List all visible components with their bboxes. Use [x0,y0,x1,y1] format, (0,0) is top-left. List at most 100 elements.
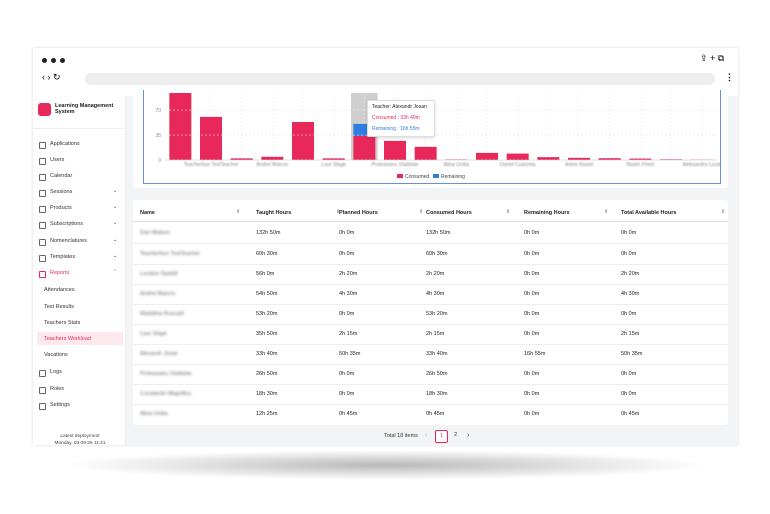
window-dot [42,58,47,63]
column-header[interactable]: Taught Hours [256,210,292,216]
submenu-item[interactable]: Teachers Workload [44,336,91,342]
legend-label: Remaining [441,174,465,180]
address-bar[interactable] [85,73,715,85]
row-line [133,284,728,285]
table-cell: 53h 20m [256,311,278,317]
menu-icon [39,403,46,410]
bar [169,93,192,160]
tooltip-remaining: Remaining : 16h 55m [372,126,420,132]
page-button[interactable]: 1 [435,430,448,443]
chevron: ⌄ [113,188,118,194]
table-cell: Teacherfour TestTeacher [140,251,201,257]
divider [33,128,125,129]
bar [660,159,682,160]
chevron: ⌄ [113,220,118,226]
x-tick-label: Teacherfour TestTeacher [184,162,239,168]
menu-item[interactable]: Roles [50,386,65,392]
sort-icon: ⇕ [506,209,511,215]
pagination-total: Total 18 items [384,433,418,439]
menu-item[interactable]: Settings [50,402,70,408]
table-cell: 2h 15m [426,331,445,337]
menu-icon [39,206,46,213]
menu-icon [39,158,46,165]
menu-item[interactable]: Applications [50,141,80,147]
column-header[interactable]: Planned Hours [339,210,378,216]
bar [506,153,529,160]
column-header[interactable]: Name [140,210,155,216]
y-tick-label: 0 [158,158,161,164]
menu-icon [39,387,46,394]
bar [261,156,284,160]
bar [353,135,376,160]
table-cell: 60h 30m [426,251,448,257]
sort-icon: ⇕ [604,209,609,215]
table-cell: 0h 0m [524,411,540,417]
sort-icon: ⇕ [236,209,241,215]
browser-actions[interactable]: ⇪ + ⧉ [700,53,725,63]
active-item-bg [37,332,123,345]
window-dot [60,58,65,63]
table-cell: 54h 50m [256,291,278,297]
table-cell: 0h 0m [339,391,355,397]
x-tick-label: Laur Stage [321,162,346,168]
table-cell: 2h 20m [621,271,640,277]
sort-icon: ⇕ [419,209,424,215]
table-cell: 4h 30m [339,291,358,297]
menu-button[interactable]: ⋮ [725,72,734,82]
table-cell: 0h 0m [524,251,540,257]
table-cell: Luciano Spalati [140,271,178,277]
legend-swatch [397,174,403,178]
submenu-item[interactable]: Attendances [44,287,75,293]
submenu-item[interactable]: Vacations [44,352,68,358]
menu-item[interactable]: Reports [50,270,70,276]
menu-item[interactable]: Subscriptions [50,221,84,227]
chevron: ⌄ [113,253,118,259]
submenu-item[interactable]: Test Results [44,304,74,310]
prev-page[interactable]: ‹ [425,432,428,439]
row-line [133,384,728,385]
column-header[interactable]: Total Available Hours [621,210,677,216]
table-cell: 4h 30m [426,291,445,297]
submenu-item[interactable]: Teachers Stats [44,320,81,326]
menu-item[interactable]: Logs [50,369,62,375]
menu-item[interactable]: Nomenclatures [50,238,87,244]
logo [38,103,51,116]
table-cell: 0h 45m [339,411,358,417]
bar [322,158,345,160]
next-page[interactable]: › [467,432,470,439]
table-cell: 2h 15m [621,331,640,337]
menu-item[interactable]: Templates [50,254,76,260]
window-dot [51,58,56,63]
x-tick-label: Nasim Fhein [626,162,654,168]
table-cell: 0h 0m [621,311,637,317]
column-header[interactable]: Remaining Hours [524,210,570,216]
table-cell: 0h 0m [621,391,637,397]
menu-item[interactable]: Products [50,205,72,211]
table-cell: Alexandr Josan [140,351,178,357]
table-cell: 132h 50m [256,230,281,236]
table-cell: 0h 0m [621,251,637,257]
nav-buttons[interactable]: ‹ › ↻ [42,72,61,82]
table-cell: 0h 0m [524,291,540,297]
table-cell: 0h 0m [524,331,540,337]
table-cell: Andrei Marcov [140,291,176,297]
y-tick-label: 70 [155,108,161,114]
header-line [133,221,728,222]
table-cell: 0h 0m [621,230,637,236]
table-cell: Dan Watson [140,230,171,236]
row-line [133,344,728,345]
chart-border [143,90,721,184]
table-cell: 16h 55m [524,351,546,357]
menu-icon [39,370,46,377]
menu-item[interactable]: Users [50,157,65,163]
deployment-date: Monday, 03.09.26 11:41 [54,441,106,446]
table-cell: 0h 0m [524,230,540,236]
column-header[interactable]: Consumed Hours [426,210,472,216]
bar [230,158,253,160]
menu-icon [39,174,46,181]
menu-item[interactable]: Calendar [50,173,73,179]
menu-item[interactable]: Sessions [50,189,73,195]
page-button[interactable]: 2 [453,432,458,438]
table-cell: 0h 0m [339,251,355,257]
table-cell: 53h 20m [426,311,448,317]
